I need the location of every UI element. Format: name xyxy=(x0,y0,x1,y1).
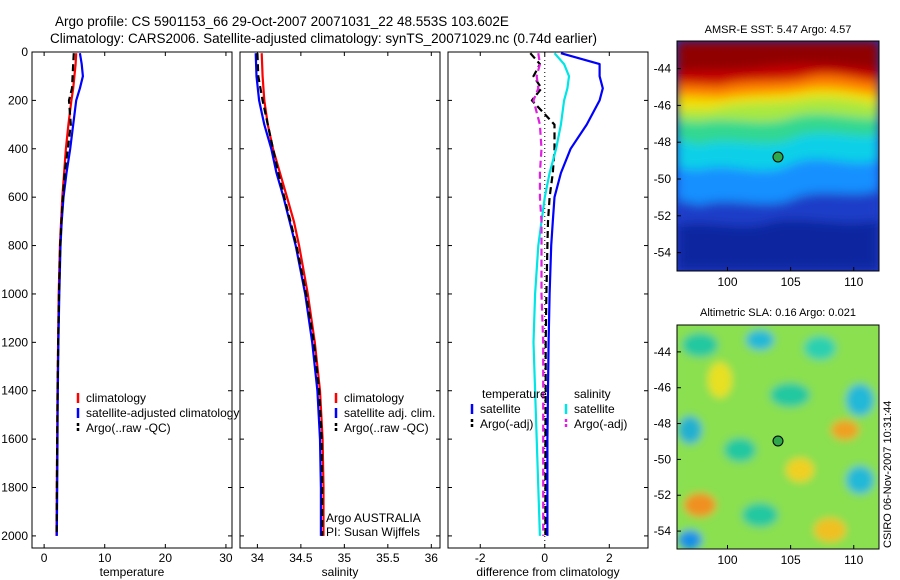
sst_map-ytick-label: -44 xyxy=(654,62,672,76)
sst-map-field xyxy=(677,41,879,271)
figure-title-line-1: Argo profile: CS 5901153_66 29-Oct-2007 … xyxy=(55,14,509,29)
temperature-ytick-label: 1000 xyxy=(1,287,28,301)
temperature-ytick-label: 1400 xyxy=(1,384,28,398)
figure-title-line-2: Climatology: CARS2006. Satellite-adjuste… xyxy=(50,31,597,46)
sst-map-frame xyxy=(676,40,880,272)
salinity-series-0-line xyxy=(260,53,325,536)
sla_map-ytick-label: -50 xyxy=(654,452,672,466)
temperature-xtick-label: 20 xyxy=(159,551,173,565)
sst_map-ytick-label: -48 xyxy=(654,135,672,149)
side-stamp: CSIRO 06-Nov-2007 10:31:44 xyxy=(882,401,894,548)
difference-xtick-label: 0 xyxy=(541,551,548,565)
temperature-xtick-label: 10 xyxy=(98,551,112,565)
salinity-plot-frame xyxy=(239,51,441,549)
sst_map-xtick-label: 110 xyxy=(844,275,863,289)
sst_map-ytick-label: -50 xyxy=(654,172,672,186)
salinity-xtick-label: 34.5 xyxy=(289,551,313,565)
sla_map-ytick-label: -48 xyxy=(654,417,672,431)
difference-xtick-label: 2 xyxy=(606,551,613,565)
difference-legend-label: Argo(-adj) xyxy=(574,417,627,431)
sst_map-ytick-label: -54 xyxy=(654,246,672,260)
salinity-xtick-label: 35 xyxy=(338,551,352,565)
sst_map-xtick-label: 105 xyxy=(781,275,801,289)
temperature-ytick-label: 400 xyxy=(8,142,28,156)
temperature-series-2-line xyxy=(55,53,75,536)
sla_map-xtick-label: 100 xyxy=(717,553,737,567)
difference-xlabel: difference from climatology xyxy=(476,565,619,579)
temperature-legend-label: satellite-adjusted climatology xyxy=(86,406,239,420)
salinity-series-1-line xyxy=(254,53,322,536)
sla_map-xtick-label: 105 xyxy=(781,553,801,567)
temperature-ytick-label: 200 xyxy=(8,93,28,107)
temperature-legend-label: climatology xyxy=(86,391,146,405)
salinity-xtick-label: 34 xyxy=(251,551,265,565)
salinity-xtick-label: 36 xyxy=(425,551,439,565)
salinity-panel: 34 34.5 35 35.5 36 salinity climatologysatelli… xyxy=(239,51,441,579)
temperature-ytick-label: 1800 xyxy=(1,481,28,495)
difference-series-2-line xyxy=(532,52,571,536)
sst-map-title: AMSR-E SST: 5.47 Argo: 4.57 xyxy=(705,24,852,36)
pi-annotation-line: Argo AUSTRALIA xyxy=(326,511,421,525)
salinity-xlabel: salinity xyxy=(322,565,359,579)
salinity-legend-label: Argo(..raw -QC) xyxy=(344,421,429,435)
temperature-xtick-label: 30 xyxy=(219,551,233,565)
temperature-panel: 0 10 20 30 temperature 0 200 400 600 800 1000 1200 1… xyxy=(1,45,239,579)
temperature-ytick-label: 600 xyxy=(8,190,28,204)
legend-temperature-title: temperature xyxy=(482,387,547,401)
difference-series-0-line xyxy=(546,52,604,536)
sla_map-ytick-label: -46 xyxy=(654,381,672,395)
temperature-ytick-label: 1600 xyxy=(1,432,28,446)
sla-map-field xyxy=(677,325,879,549)
legend-salinity-title: salinity xyxy=(574,387,611,401)
sla_map-xtick-label: 110 xyxy=(844,553,863,567)
sla_map-ytick-label: -44 xyxy=(654,345,672,359)
temperature-xlabel: temperature xyxy=(100,565,165,579)
sst_map-ytick-label: -46 xyxy=(654,98,672,112)
temperature-legend-label: Argo(..raw -QC) xyxy=(86,421,171,435)
sla_map-ytick-label: -52 xyxy=(654,488,672,502)
salinity-legend-label: satellite adj. clim. xyxy=(344,406,435,420)
difference-legend-label: satellite xyxy=(574,402,615,416)
temperature-ytick-label: 800 xyxy=(8,239,28,253)
argo-location-marker-sla xyxy=(772,435,784,447)
sla-map-title: Altimetric SLA: 0.16 Argo: 0.021 xyxy=(700,307,856,319)
salinity-series-2-line xyxy=(256,53,324,536)
difference-legend-label: satellite xyxy=(480,402,521,416)
temperature-xtick-label: 0 xyxy=(41,551,48,565)
sla-map-axes: 100 105 110 -44 -46 -48 -50 -52 -54 xyxy=(654,345,864,567)
argo-location-marker xyxy=(772,151,784,163)
temperature-ytick-label: 2000 xyxy=(1,529,28,543)
difference-series-3-line xyxy=(532,53,545,536)
temperature-plot-frame xyxy=(31,51,233,549)
temperature-ytick-label: 1200 xyxy=(1,335,28,349)
difference-xtick-label: -2 xyxy=(475,551,486,565)
sst-map-axes: 100 105 110 -44 -46 -48 -50 -52 -54 xyxy=(654,62,864,289)
pi-annotation-line: PI: Susan Wijffels xyxy=(326,525,420,539)
difference-series-1-line xyxy=(529,52,556,536)
sla_map-ytick-label: -54 xyxy=(654,524,672,538)
difference-plot-frame xyxy=(447,51,649,549)
sla-map-frame xyxy=(676,324,880,550)
difference-legend-label: Argo(-adj) xyxy=(480,417,533,431)
sst_map-xtick-label: 100 xyxy=(717,275,737,289)
salinity-legend-label: climatology xyxy=(344,391,404,405)
salinity-xtick-label: 35.5 xyxy=(376,551,400,565)
sst_map-ytick-label: -52 xyxy=(654,209,672,223)
temperature-ytick-label: 0 xyxy=(21,45,28,59)
